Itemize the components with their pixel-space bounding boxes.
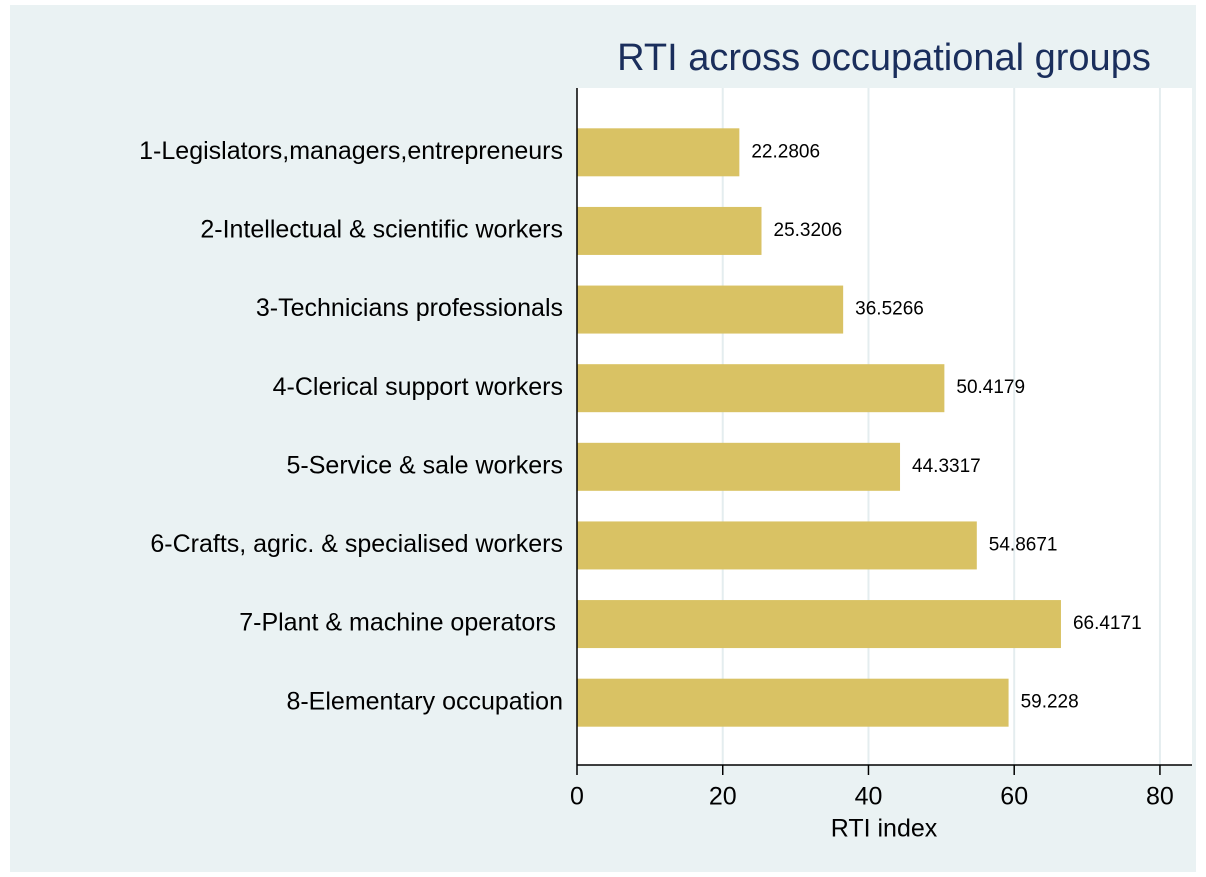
bar — [577, 206, 762, 255]
bar — [577, 442, 901, 491]
chart-title: RTI across occupational groups — [617, 37, 1151, 79]
x-tick-label: 40 — [855, 783, 883, 811]
y-tick-label: 4-Clerical support workers — [273, 373, 563, 401]
bar — [577, 678, 1009, 727]
value-label: 50.4179 — [956, 377, 1025, 398]
value-label: 36.5266 — [855, 299, 924, 320]
y-tick-label: 1-Legislators,managers,entrepreneurs — [139, 137, 563, 165]
value-label: 66.4171 — [1073, 613, 1142, 634]
bar — [577, 521, 977, 570]
bar — [577, 128, 740, 177]
value-label: 54.8671 — [989, 534, 1058, 555]
x-tick-label: 60 — [1000, 783, 1028, 811]
y-tick-label: 3-Technicians professionals — [256, 294, 563, 322]
y-tick-label: 5-Service & sale workers — [287, 451, 563, 479]
value-label: 59.228 — [1021, 692, 1079, 713]
x-tick-label: 80 — [1146, 783, 1174, 811]
x-axis-title: RTI index — [831, 815, 938, 843]
y-tick-label: 8-Elementary occupation — [286, 687, 563, 715]
y-tick-label: 7-Plant & machine operators — [239, 609, 563, 637]
x-tick-label: 0 — [570, 783, 584, 811]
plot-area — [577, 88, 1192, 765]
value-label: 22.2806 — [751, 141, 820, 162]
y-tick-label: 6-Crafts, agric. & specialised workers — [150, 530, 563, 558]
y-tick-label: 2-Intellectual & scientific workers — [200, 216, 563, 244]
value-label: 25.3206 — [774, 220, 843, 241]
x-tick-label: 20 — [709, 783, 737, 811]
bar — [577, 600, 1061, 649]
bar — [577, 364, 945, 413]
value-label: 44.3317 — [912, 456, 981, 477]
bar — [577, 285, 844, 334]
